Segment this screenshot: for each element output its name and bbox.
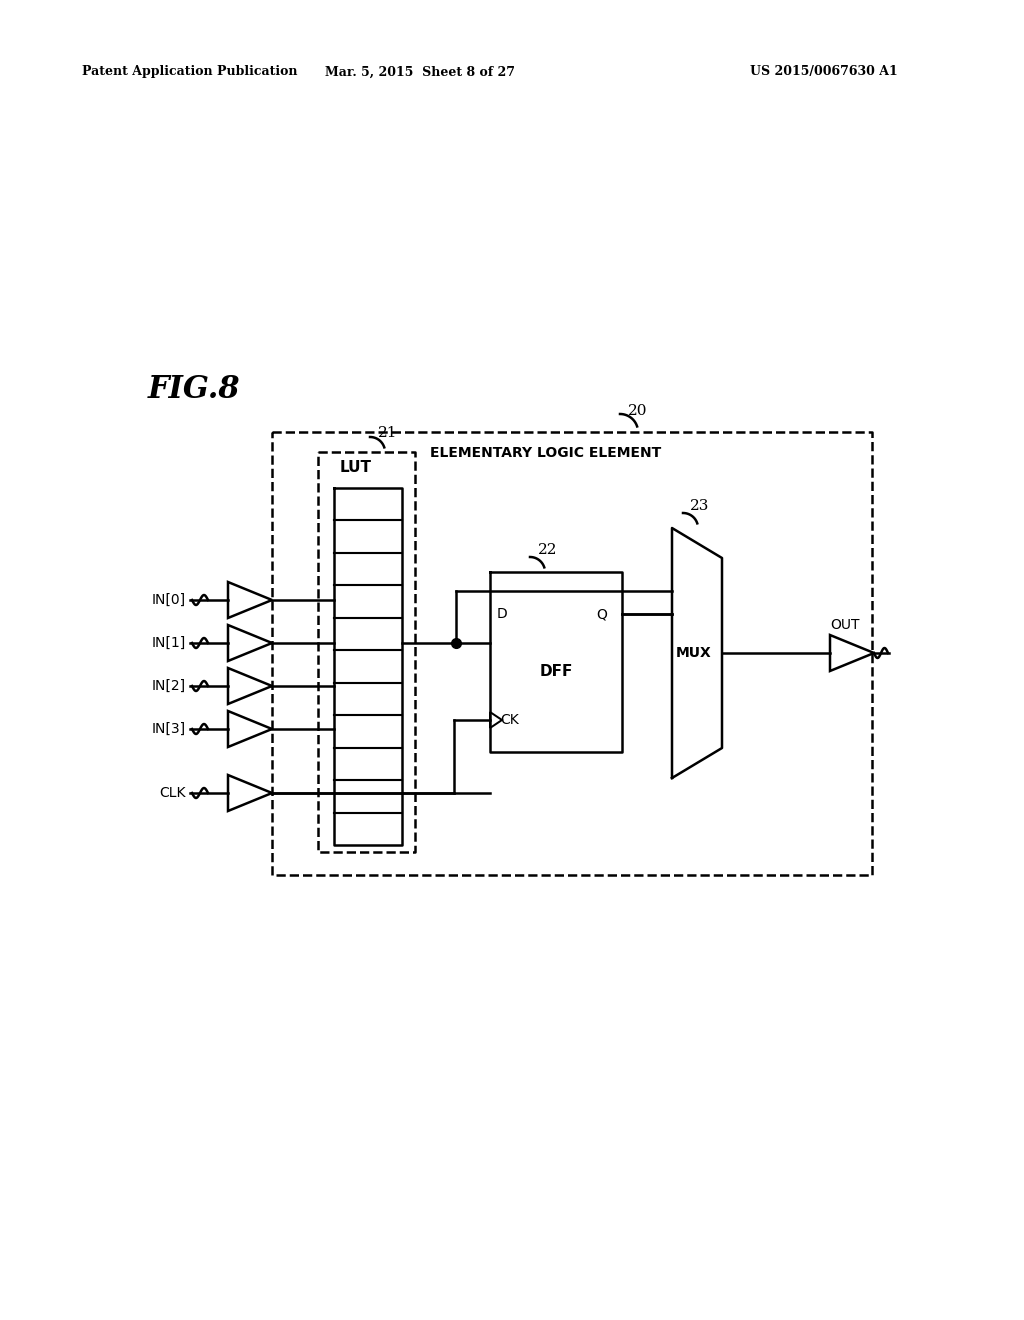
Text: 20: 20	[628, 404, 647, 418]
Text: FIG.8: FIG.8	[148, 375, 241, 405]
Text: D: D	[497, 607, 508, 620]
Text: DFF: DFF	[540, 664, 572, 680]
Text: US 2015/0067630 A1: US 2015/0067630 A1	[750, 66, 898, 78]
Text: 22: 22	[538, 543, 557, 557]
Text: ELEMENTARY LOGIC ELEMENT: ELEMENTARY LOGIC ELEMENT	[430, 446, 662, 459]
Text: IN[0]: IN[0]	[152, 593, 186, 607]
Text: IN[1]: IN[1]	[152, 636, 186, 649]
Text: LUT: LUT	[340, 461, 372, 475]
Text: IN[3]: IN[3]	[152, 722, 186, 737]
Text: 23: 23	[690, 499, 710, 513]
Text: Q: Q	[596, 607, 607, 620]
Text: 21: 21	[378, 426, 397, 440]
Text: IN[2]: IN[2]	[152, 678, 186, 693]
Text: CLK: CLK	[160, 785, 186, 800]
Text: MUX: MUX	[676, 645, 712, 660]
Text: Mar. 5, 2015  Sheet 8 of 27: Mar. 5, 2015 Sheet 8 of 27	[325, 66, 515, 78]
Text: CK: CK	[500, 713, 519, 727]
Text: Patent Application Publication: Patent Application Publication	[82, 66, 298, 78]
Text: OUT: OUT	[830, 618, 860, 632]
